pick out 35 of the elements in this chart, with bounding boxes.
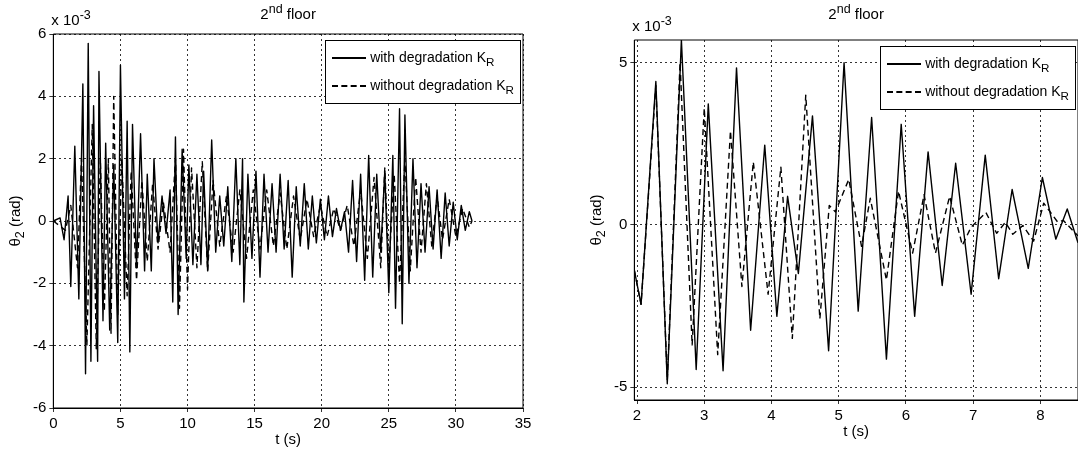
x-tick-label: 0 [49, 414, 58, 432]
legend-label: without degradation K$_{R}$ [925, 82, 1069, 102]
y-tick-label: 4 [37, 86, 47, 104]
y-tick-label: 6 [37, 24, 47, 42]
y-tick-label: 2 [37, 148, 47, 166]
x-tick-label: 25 [380, 414, 398, 432]
x-tick-label: 35 [514, 414, 532, 432]
y-tick-label: -4 [32, 335, 47, 353]
x-tick-label: 5 [116, 414, 125, 432]
x-axis-title: t (s) [843, 422, 870, 439]
text: x 10$^{-3}$ [51, 8, 91, 28]
y-tick-label: -2 [32, 273, 47, 291]
y-tick-label: -5 [613, 377, 628, 395]
x-tick-label: 30 [447, 414, 465, 432]
legend-label: with degradation K$_{R}$ [925, 54, 1050, 74]
legend-label: with degradation K$_{R}$ [370, 48, 495, 68]
chart-title: 2$^{nd}$ floor [260, 2, 316, 22]
text: x 10$^{-3}$ [632, 14, 672, 34]
x-tick-label: 3 [700, 406, 709, 424]
x-tick-label: 4 [767, 406, 776, 424]
y-tick-label: 0 [37, 211, 47, 229]
x-tick-label: 15 [246, 414, 263, 432]
y-tick-label: 0 [618, 215, 628, 233]
x-tick-label: 10 [179, 414, 196, 432]
x-tick-label: 8 [1036, 406, 1045, 424]
x-axis-title: t (s) [275, 430, 302, 447]
y-tick-label: -6 [32, 398, 47, 416]
x-tick-label: 7 [968, 406, 978, 424]
y-tick-label: 5 [618, 52, 628, 70]
chart-title: 2$^{nd}$ floor [828, 2, 884, 22]
x-tick-label: 20 [313, 414, 331, 432]
legend-label: without degradation K$_{R}$ [370, 76, 514, 96]
x-tick-label: 6 [901, 406, 911, 424]
x-tick-label: 2 [632, 406, 642, 424]
x-tick-label: 5 [834, 406, 843, 424]
